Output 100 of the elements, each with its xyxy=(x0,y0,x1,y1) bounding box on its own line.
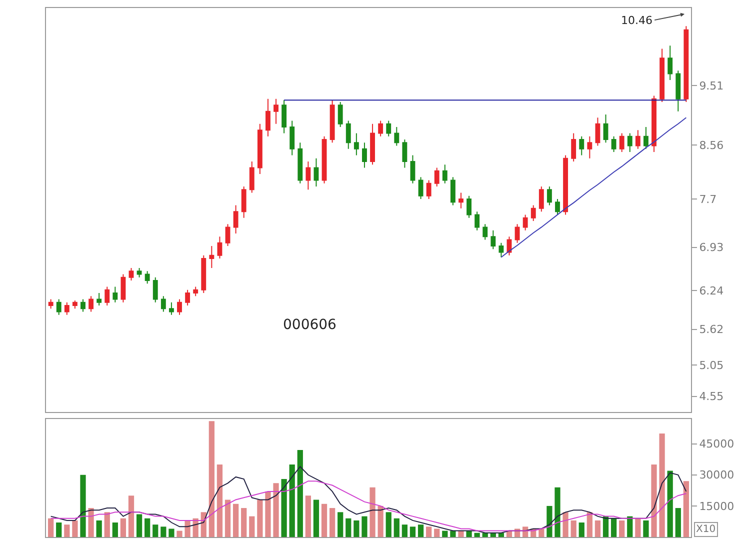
candlestick xyxy=(458,192,464,209)
line-series xyxy=(50,480,687,532)
candlestick xyxy=(402,139,408,168)
candlestick xyxy=(587,136,592,159)
candlestick xyxy=(322,136,327,184)
bar xyxy=(354,520,360,537)
candlestick xyxy=(185,289,190,306)
candlestick xyxy=(426,180,432,200)
bar xyxy=(546,506,552,537)
candlestick xyxy=(362,142,367,168)
bar xyxy=(570,520,576,537)
candlestick xyxy=(538,186,544,212)
candlestick xyxy=(193,286,198,297)
bar xyxy=(474,532,480,537)
candlestick xyxy=(595,117,600,146)
y-tick-label: 5.62 xyxy=(699,323,724,336)
y-tick-label: 45000 xyxy=(699,438,734,451)
candlestick xyxy=(266,98,270,137)
bar xyxy=(610,518,617,537)
candlestick xyxy=(466,195,472,218)
bar xyxy=(208,421,214,537)
bar xyxy=(224,500,231,537)
bar xyxy=(651,464,657,537)
bar xyxy=(346,518,352,537)
bar xyxy=(683,481,689,537)
bar xyxy=(88,508,94,537)
bar xyxy=(619,520,625,537)
candlestick xyxy=(249,160,254,194)
bar xyxy=(627,516,633,537)
candlestick xyxy=(201,254,206,294)
candlestick xyxy=(530,204,536,222)
bar xyxy=(675,508,681,537)
candlestick xyxy=(112,286,118,303)
annotation: 10.46 xyxy=(621,14,652,27)
bar xyxy=(168,528,174,537)
candlestick xyxy=(442,164,448,184)
candlestick xyxy=(450,176,456,206)
candlestick xyxy=(643,126,648,150)
candlestick xyxy=(652,95,656,153)
candlestick xyxy=(80,298,86,312)
bar xyxy=(667,470,673,537)
candlestick xyxy=(619,132,624,153)
candlestick xyxy=(241,186,246,218)
bar xyxy=(450,530,456,537)
bar xyxy=(104,512,110,537)
candlestick xyxy=(120,274,126,303)
bar xyxy=(241,508,247,537)
candlestick xyxy=(410,154,416,184)
bar xyxy=(418,524,424,537)
candlestick xyxy=(490,230,496,250)
candlestick xyxy=(72,300,78,310)
candlestick xyxy=(233,204,238,234)
candlestick xyxy=(144,270,150,284)
bar xyxy=(80,474,86,537)
candlestick xyxy=(668,45,673,81)
annotation: 000606 xyxy=(283,317,337,333)
candlestick xyxy=(306,160,311,190)
candlestick xyxy=(217,236,222,260)
bar xyxy=(273,483,279,537)
bar xyxy=(216,464,223,537)
candlestick xyxy=(104,286,110,306)
candlestick xyxy=(257,123,262,174)
bar xyxy=(643,520,649,537)
bar xyxy=(362,516,368,537)
bar xyxy=(394,518,400,537)
bar xyxy=(602,516,609,537)
candlestick xyxy=(482,224,488,240)
bar xyxy=(160,526,166,537)
candlestick xyxy=(684,26,689,102)
candlestick xyxy=(314,158,319,188)
bar xyxy=(554,487,560,537)
candlestick xyxy=(282,100,287,134)
bar xyxy=(152,524,158,537)
candlestick xyxy=(676,70,681,112)
bar xyxy=(297,450,303,537)
y-tick-label: 15000 xyxy=(699,500,734,513)
y-tick-label: 5.05 xyxy=(699,358,724,372)
bar xyxy=(466,530,472,537)
candlestick xyxy=(370,123,375,166)
candlestick xyxy=(56,298,62,316)
bar xyxy=(594,520,601,537)
bar xyxy=(257,500,263,537)
bar xyxy=(458,530,464,537)
bar xyxy=(321,504,328,537)
bar xyxy=(386,512,392,537)
candlestick xyxy=(225,224,230,247)
candlestick xyxy=(152,276,158,303)
bar xyxy=(410,526,416,537)
bar xyxy=(265,491,271,537)
candlestick xyxy=(627,132,632,153)
candlestick xyxy=(274,98,278,124)
candlestick xyxy=(298,142,303,184)
candlestick xyxy=(290,120,295,156)
bar xyxy=(176,530,182,537)
candlestick xyxy=(64,302,70,316)
bar xyxy=(586,512,592,537)
candlestick xyxy=(563,154,568,216)
candlestick xyxy=(48,298,54,310)
candlestick xyxy=(168,302,174,316)
candlestick xyxy=(611,136,616,153)
